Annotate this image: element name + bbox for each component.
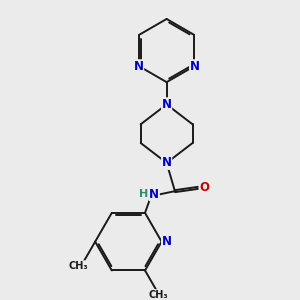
Text: H: H [139, 189, 148, 199]
Text: N: N [162, 98, 172, 111]
Text: CH₃: CH₃ [148, 290, 168, 300]
Text: N: N [134, 60, 144, 73]
Text: O: O [199, 181, 209, 194]
Text: N: N [190, 60, 200, 73]
Text: N: N [149, 188, 159, 201]
Text: N: N [162, 156, 172, 170]
Text: CH₃: CH₃ [69, 261, 88, 271]
Text: N: N [162, 235, 172, 248]
